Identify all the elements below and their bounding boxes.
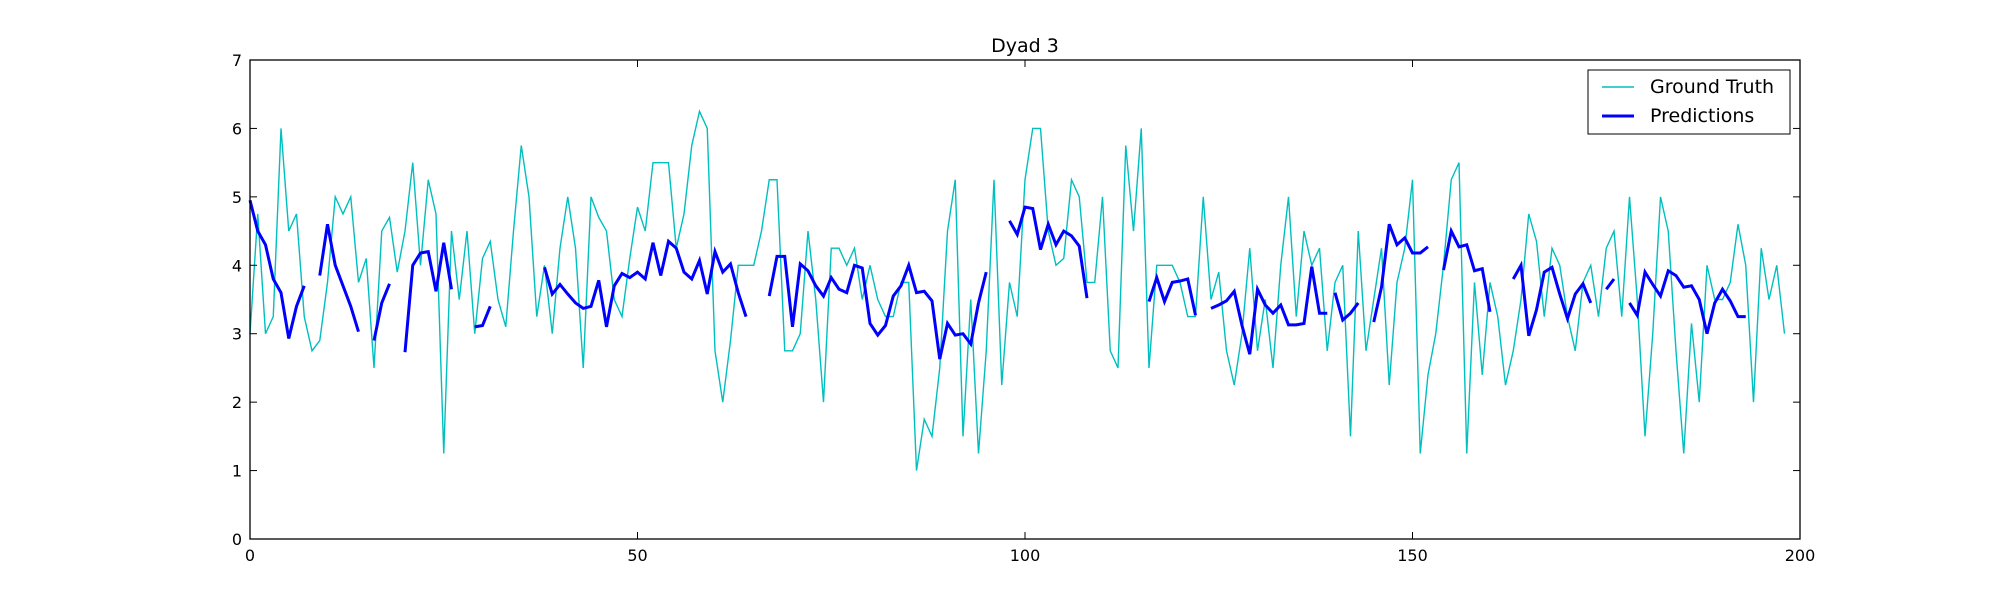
series-line-predictions-segment-16 (1628, 268, 1746, 335)
series-line-predictions-segment-3 (403, 242, 453, 353)
y-tick-label: 4 (232, 256, 242, 275)
series-line-predictions-segment-6 (767, 254, 980, 360)
x-tick-label: 100 (1010, 546, 1041, 565)
y-tick-label: 0 (232, 530, 242, 549)
series-line-predictions-segment-7 (977, 271, 988, 304)
legend-label-predictions: Predictions (1650, 105, 1754, 127)
series-line-ground-truth-segment-0 (249, 109, 1786, 471)
y-tick-label: 6 (232, 119, 242, 138)
series-line-predictions-segment-13 (1442, 226, 1492, 313)
y-tick-label: 1 (232, 462, 242, 481)
y-tick-label: 3 (232, 325, 242, 344)
series-line-predictions-segment-15 (1605, 278, 1616, 291)
series-line-predictions-segment-2 (372, 283, 391, 341)
series-line-predictions-segment-8 (1008, 205, 1089, 299)
axes-ticks: 0 50 100 150 200 0 1 2 3 4 5 6 7 (232, 51, 1815, 565)
x-tick-label: 200 (1785, 546, 1816, 565)
legend: Ground Truth Predictions (1587, 69, 1791, 135)
series-line-predictions-segment-14 (1511, 260, 1593, 337)
series-line-predictions-segment-1 (318, 223, 360, 333)
x-tick-label: 50 (627, 546, 647, 565)
y-tick-label: 2 (232, 393, 242, 412)
series-line-predictions-segment-10 (1210, 266, 1328, 355)
series-line-predictions-segment-4 (474, 305, 492, 329)
x-tick-label: 150 (1397, 546, 1428, 565)
x-tick-label: 0 (245, 546, 255, 565)
y-tick-label: 7 (232, 51, 242, 70)
chart-title: Dyad 3 (991, 35, 1059, 57)
series-line-predictions-segment-12 (1372, 223, 1429, 323)
plot-series (248, 109, 1786, 471)
series-line-predictions-segment-11 (1333, 292, 1360, 323)
legend-label-ground-truth: Ground Truth (1650, 76, 1774, 98)
legend-box (1587, 69, 1791, 135)
series-line-predictions-segment-0 (248, 199, 306, 339)
y-tick-label: 5 (232, 188, 242, 207)
series-line-predictions-segment-5 (543, 238, 748, 328)
series-line-predictions-segment-9 (1147, 272, 1197, 316)
